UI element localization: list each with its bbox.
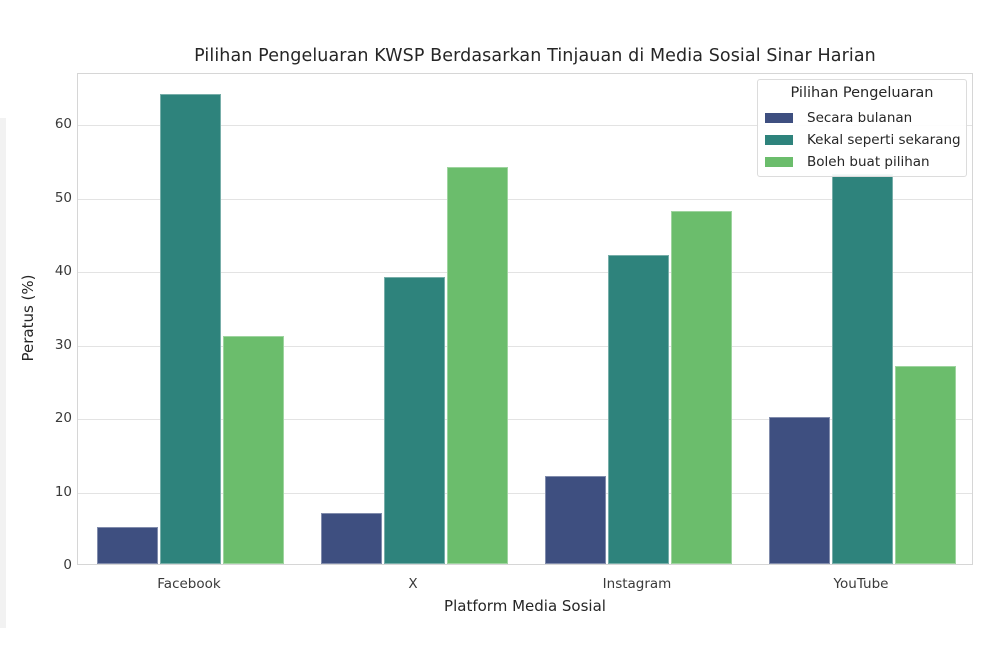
- y-tick-label: 30: [54, 336, 72, 353]
- x-tick-label: Facebook: [157, 576, 221, 592]
- legend-label: Boleh buat pilihan: [807, 154, 930, 170]
- bar-facebook-boleh-buat-pilihan: [222, 336, 284, 564]
- legend-title: Pilihan Pengeluaran: [790, 85, 934, 101]
- bar-youtube-kekal-seperti-sekarang: [831, 174, 893, 564]
- legend-label: Kekal seperti sekarang: [807, 132, 961, 148]
- gridline: [78, 419, 972, 420]
- y-tick-label: 10: [54, 483, 72, 500]
- gridline: [78, 272, 972, 273]
- bar-instagram-boleh-buat-pilihan: [670, 211, 732, 564]
- bar-youtube-secara-bulanan: [768, 417, 830, 564]
- bar-youtube-boleh-buat-pilihan: [894, 365, 956, 564]
- legend-item-boleh-buat-pilihan: Boleh buat pilihan: [765, 152, 930, 172]
- bar-instagram-secara-bulanan: [544, 475, 606, 564]
- y-tick-label: 0: [63, 557, 72, 573]
- chart-title: Pilihan Pengeluaran KWSP Berdasarkan Tin…: [194, 46, 876, 66]
- y-tick-label: 60: [54, 116, 72, 132]
- gridline: [78, 125, 972, 126]
- image-left-border: [0, 118, 6, 628]
- x-tick-label: X: [408, 576, 418, 592]
- y-tick-label: 50: [54, 189, 72, 206]
- y-tick-label: 40: [54, 263, 72, 279]
- gridline: [78, 198, 972, 200]
- bar-x-boleh-buat-pilihan: [446, 167, 508, 564]
- bar-x-secara-bulanan: [320, 512, 382, 564]
- legend-swatch: [765, 135, 793, 145]
- bar-instagram-kekal-seperti-sekarang: [607, 255, 669, 564]
- x-tick-label: Instagram: [602, 576, 672, 592]
- y-tick-label: 20: [54, 410, 72, 426]
- bar-x-kekal-seperti-sekarang: [383, 277, 445, 564]
- gridline: [78, 492, 972, 494]
- bar-facebook-secara-bulanan: [96, 527, 158, 564]
- x-axis-label: Platform Media Sosial: [444, 597, 606, 615]
- legend-item-kekal-seperti-sekarang: Kekal seperti sekarang: [765, 130, 961, 150]
- bar-facebook-kekal-seperti-sekarang: [159, 93, 221, 564]
- legend-swatch: [765, 157, 793, 167]
- legend-item-secara-bulanan: Secara bulanan: [765, 108, 912, 128]
- x-tick-label: YouTube: [833, 576, 889, 592]
- legend-swatch: [765, 113, 793, 123]
- legend: Pilihan Pengeluaran Secara bulanan Kekal…: [757, 79, 967, 177]
- gridline: [78, 345, 972, 347]
- legend-label: Secara bulanan: [807, 110, 913, 126]
